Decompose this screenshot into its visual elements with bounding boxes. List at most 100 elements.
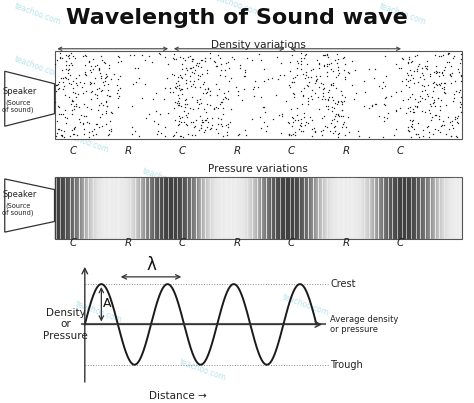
Point: [176, 133, 184, 139]
Point: [219, 99, 226, 106]
Point: [285, 82, 293, 88]
Point: [85, 58, 93, 65]
Point: [457, 78, 465, 85]
Point: [189, 64, 197, 70]
Point: [380, 118, 388, 124]
Point: [194, 72, 201, 78]
Point: [198, 119, 206, 126]
Point: [188, 58, 196, 64]
Point: [65, 54, 73, 61]
Point: [297, 122, 304, 129]
Point: [341, 60, 349, 67]
Point: [171, 132, 178, 139]
Point: [387, 93, 395, 100]
Point: [210, 58, 218, 64]
Point: [186, 65, 194, 71]
Point: [335, 98, 342, 104]
Point: [201, 58, 209, 64]
Point: [334, 111, 342, 118]
Point: [66, 133, 73, 139]
Point: [407, 123, 415, 129]
Point: [432, 63, 439, 69]
Point: [81, 113, 88, 120]
Point: [446, 72, 454, 79]
Point: [96, 70, 103, 77]
Point: [52, 99, 59, 105]
Point: [86, 80, 94, 87]
Point: [57, 132, 64, 139]
Text: R: R: [233, 146, 241, 156]
Point: [404, 126, 412, 133]
Point: [58, 133, 65, 139]
Point: [192, 117, 200, 123]
Point: [297, 55, 304, 61]
Point: [69, 98, 77, 104]
Point: [100, 82, 108, 89]
Point: [320, 85, 328, 91]
Point: [219, 96, 227, 102]
Text: C: C: [179, 238, 186, 248]
Point: [204, 119, 211, 125]
Text: Crest: Crest: [330, 279, 356, 289]
Text: teachoo.com: teachoo.com: [364, 111, 413, 136]
Point: [292, 116, 299, 123]
Point: [403, 110, 410, 116]
Point: [90, 126, 98, 132]
Point: [241, 69, 249, 75]
Point: [335, 70, 343, 76]
Point: [418, 81, 426, 88]
Point: [182, 96, 190, 102]
Point: [278, 113, 286, 119]
Point: [182, 65, 190, 71]
Point: [75, 90, 82, 97]
Point: [450, 95, 457, 102]
Point: [413, 67, 420, 74]
Point: [150, 118, 157, 125]
Point: [340, 113, 347, 120]
Point: [96, 114, 104, 120]
Point: [103, 91, 111, 98]
Point: [58, 75, 65, 81]
Point: [285, 131, 293, 137]
Point: [64, 70, 72, 76]
Point: [319, 81, 327, 87]
Point: [182, 100, 189, 107]
Point: [406, 66, 414, 73]
Point: [456, 99, 464, 105]
Point: [142, 115, 150, 122]
Point: [276, 112, 283, 118]
Point: [207, 125, 215, 131]
Point: [85, 58, 93, 64]
Point: [432, 112, 440, 118]
Point: [426, 71, 433, 77]
Point: [294, 117, 302, 124]
Point: [341, 76, 349, 83]
Point: [283, 97, 290, 104]
Point: [338, 106, 346, 113]
Point: [392, 61, 400, 67]
Point: [431, 99, 438, 106]
Point: [333, 117, 340, 124]
Point: [150, 96, 157, 102]
Point: [173, 83, 180, 89]
Point: [63, 75, 70, 81]
Point: [63, 52, 70, 58]
Point: [419, 133, 427, 139]
Point: [297, 58, 305, 64]
Point: [301, 75, 309, 82]
Point: [60, 78, 67, 85]
Point: [175, 102, 182, 109]
Point: [174, 122, 182, 128]
Point: [86, 67, 93, 73]
Point: [440, 84, 448, 90]
Point: [170, 105, 178, 111]
Point: [297, 120, 304, 127]
Point: [331, 127, 338, 134]
Text: (Source
of sound): (Source of sound): [2, 202, 34, 216]
Point: [439, 52, 447, 58]
Point: [196, 73, 203, 79]
Text: C: C: [397, 238, 404, 248]
Point: [323, 124, 331, 130]
Point: [114, 76, 122, 83]
Point: [289, 131, 296, 137]
